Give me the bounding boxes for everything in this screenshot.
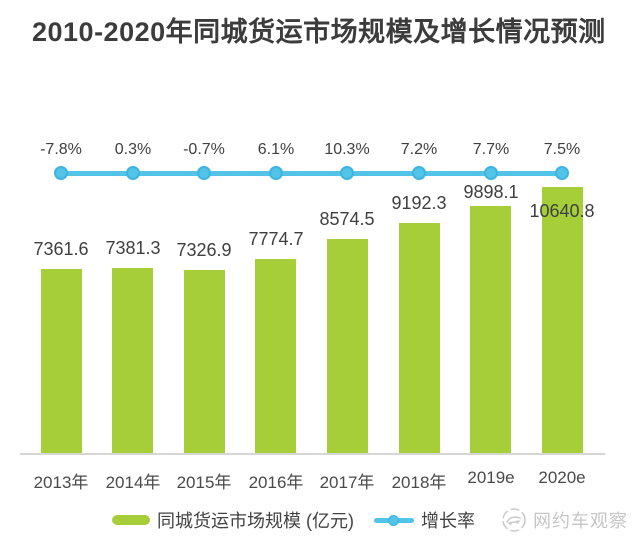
bar-2019e — [470, 206, 511, 453]
legend-bar-swatch — [112, 515, 150, 525]
growth-rate-label: 7.5% — [543, 141, 581, 158]
line-marker-icon — [484, 166, 498, 180]
legend-line-swatch — [374, 514, 414, 526]
bar-2015年 — [184, 270, 225, 453]
legend-bar-label: 同城货运市场规模 (亿元) — [157, 511, 354, 531]
line-marker-icon — [412, 166, 426, 180]
bar-value-label: 8574.5 — [319, 209, 375, 229]
x-axis-label: 2015年 — [176, 473, 232, 492]
legend-line-dot-icon — [388, 514, 399, 526]
bar-2017年 — [327, 239, 368, 453]
bar-value-label: 7361.6 — [33, 239, 89, 259]
growth-rate-label: 7.7% — [472, 141, 510, 158]
legend: 同城货运市场规模 (亿元) 增长率 — [112, 508, 475, 532]
chart-title: 2010-2020年同城货运市场规模及增长情况预测 — [32, 17, 606, 47]
growth-rate-label: 7.2% — [400, 141, 438, 158]
x-axis-label: 2016年 — [248, 473, 304, 492]
growth-rate-line — [61, 171, 562, 176]
x-axis-label: 2017年 — [319, 473, 375, 492]
growth-rate-label: -0.7% — [183, 141, 225, 158]
bar-value-label: 9898.1 — [463, 182, 519, 202]
watermark-text: 网约车观察 — [533, 511, 628, 531]
line-marker-icon — [197, 166, 211, 180]
x-axis-label: 2019e — [467, 468, 515, 487]
growth-rate-label: 6.1% — [257, 141, 295, 158]
legend-line-label: 增长率 — [421, 511, 475, 531]
bar-value-label: 7774.7 — [248, 229, 304, 249]
line-marker-icon — [54, 166, 68, 180]
bar-2016年 — [255, 259, 296, 453]
bar-2018年 — [399, 223, 440, 453]
bar-value-label: 7326.9 — [176, 240, 232, 260]
line-marker-icon — [555, 166, 569, 180]
growth-rate-label: 0.3% — [114, 141, 152, 158]
x-axis-label: 2014年 — [105, 473, 161, 492]
watermark: 网约车观察 — [501, 507, 628, 533]
bar-value-label: 10640.8 — [529, 201, 595, 221]
x-axis-line — [20, 453, 605, 455]
watermark-logo-icon — [502, 508, 526, 532]
bar-2013年 — [41, 269, 82, 453]
growth-rate-label: -7.8% — [40, 141, 82, 158]
bar-value-label: 7381.3 — [105, 238, 161, 258]
x-axis-label: 2020e — [538, 468, 586, 487]
bar-2020e — [542, 187, 583, 453]
x-axis-label: 2018年 — [391, 473, 447, 492]
line-marker-icon — [340, 166, 354, 180]
x-axis-label: 2013年 — [33, 473, 89, 492]
bar-value-label: 9192.3 — [391, 193, 447, 213]
bar-2014年 — [112, 268, 153, 453]
line-marker-icon — [269, 166, 283, 180]
growth-rate-label: 10.3% — [324, 141, 370, 158]
line-marker-icon — [126, 166, 140, 180]
